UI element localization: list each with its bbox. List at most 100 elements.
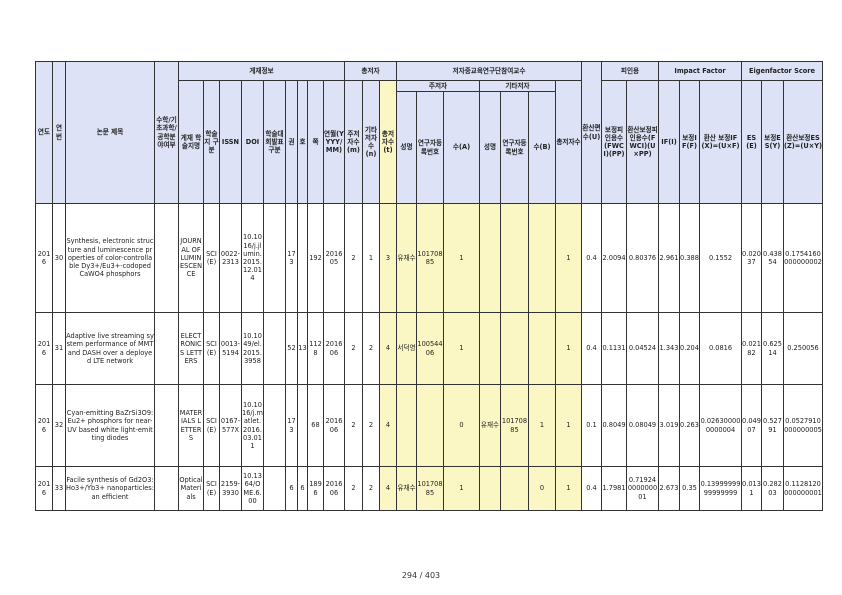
cell-issue [297,384,308,467]
cell-doi: 10.1016/j.jlumin.2015.12.014 [241,203,264,313]
cell-m: 2 [344,384,363,467]
cell-flag [154,203,179,313]
cell-volume: 52 [285,312,298,385]
cell-issn: 0013-5194 [219,312,242,385]
cell-other-name [479,466,501,511]
cell-jtype: SCI(E) [203,203,220,313]
header-fwci: 보정피인용수(FWCI)(PP) [601,80,627,204]
cell-n: 2 [362,466,380,511]
header-other-researcher-no: 연구자등록번호 [500,91,529,204]
cell-year: 2016 [35,466,53,511]
cell-f: 0.35 [679,466,700,511]
cell-n: 2 [362,312,380,385]
cell-y: 0.28203 [761,466,784,511]
header-faculty: 저자중교육연구단참여교수 [396,61,582,81]
cell-total: 1 [555,384,582,467]
header-date: 연월(YYYY/MM) [323,80,345,204]
cell-a: 1 [443,466,480,511]
cell-t: 4 [379,466,397,511]
header-es: ES(E) [741,80,762,204]
cell-main-name: 유재수 [396,203,417,313]
header-journal: 게재 학술지명 [178,80,204,204]
cell-z: 0.250056 [783,312,823,385]
cell-t: 3 [379,203,397,313]
cell-e: 0.04907 [741,384,762,467]
cell-b: 1 [528,384,556,467]
cell-total: 1 [555,312,582,385]
cell-if: 3.019 [658,384,680,467]
research-table: 연도 연번 논문 제목 수학/기초과학/공학분야여부 게재정보 총저자 저자중교… [35,61,823,511]
cell-doi: 10.1049/el.2015.3958 [241,312,264,385]
header-pub-info: 게재정보 [178,61,345,81]
cell-z: 0.1754160000000002 [783,203,823,313]
header-seq: 연번 [52,61,66,204]
header-title: 논문 제목 [65,61,155,204]
header-conv-fwci: 환산보정피인용수(FWCI)(U×PP) [626,80,659,204]
cell-date: 201605 [323,203,345,313]
cell-year: 2016 [35,203,53,313]
cell-title: Synthesis, electronic structure and lumi… [65,203,155,313]
cell-if: 2.673 [658,466,680,511]
header-count-a: 수(A) [443,91,480,204]
header-main-group: 주저자 [396,80,480,92]
cell-main-name: 서덕영 [396,312,417,385]
cell-ufwci: 0.08049 [626,384,659,467]
cell-y: 0.43854 [761,203,784,313]
cell-e: 0.0131 [741,466,762,511]
cell-t: 4 [379,384,397,467]
cell-other-name [479,203,501,313]
cell-other-name [479,312,501,385]
cell-volume: 6 [285,466,298,511]
cell-doi: 10.1364/OME.6.00 [241,466,264,511]
cell-other-no: 10170885 [500,384,529,467]
cell-fwci: 0.8049 [601,384,627,467]
cell-x: 0.1399999999999999 [699,466,742,511]
cell-ufwci: 0.80376 [626,203,659,313]
cell-m: 2 [344,203,363,313]
header-main-name: 성명 [396,91,417,204]
cell-issue: 13 [297,312,308,385]
cell-main-name [396,384,417,467]
cell-ufwci: 0.71924000000001 [626,466,659,511]
cell-main-no [416,384,444,467]
cell-page: 1128 [307,312,324,385]
cell-b [528,312,556,385]
cell-year: 2016 [35,384,53,467]
cell-category [263,384,286,467]
cell-total: 1 [555,466,582,511]
header-main-author: 주저자수(m) [344,80,363,204]
table-row: 2016 30 Synthesis, electronic structure an… [35,203,823,313]
cell-ufwci: 0.04524 [626,312,659,385]
header-if-corr: 보정IF(F) [679,80,700,204]
cell-n: 1 [362,203,380,313]
header-year: 연도 [35,61,53,204]
cell-seq: 31 [52,312,66,385]
cell-seq: 32 [52,384,66,467]
cell-category [263,203,286,313]
cell-main-name: 유재수 [396,466,417,511]
header-category: 학술대회발표구분 [263,80,286,204]
cell-category [263,466,286,511]
cell-main-no: 10170885 [416,203,444,313]
cell-doi: 10.1016/j.matlet.2016.03.011 [241,384,264,467]
cell-date: 201606 [323,466,345,511]
cell-total: 1 [555,203,582,313]
cell-f: 0.388 [679,203,700,313]
cell-journal: MATERIALS LETTERS [178,384,204,467]
cell-u: 0.4 [581,466,602,511]
cell-jtype: SCI(E) [203,384,220,467]
header-es-corr: 보정ES(Y) [761,80,784,204]
cell-page: 192 [307,203,324,313]
header-converted: 환산편수(U) [581,61,602,204]
cell-seq: 33 [52,466,66,511]
table-body: 2016 30 Synthesis, electronic structure an… [35,203,823,511]
cell-n: 2 [362,384,380,467]
cell-fwci: 1.7981 [601,466,627,511]
cell-b [528,203,556,313]
cell-a: 1 [443,312,480,385]
cell-y: 0.62514 [761,312,784,385]
cell-m: 2 [344,312,363,385]
cell-other-name: 유재수 [479,384,501,467]
header-total-count: 총저자수 [555,80,582,204]
cell-other-no [500,203,529,313]
